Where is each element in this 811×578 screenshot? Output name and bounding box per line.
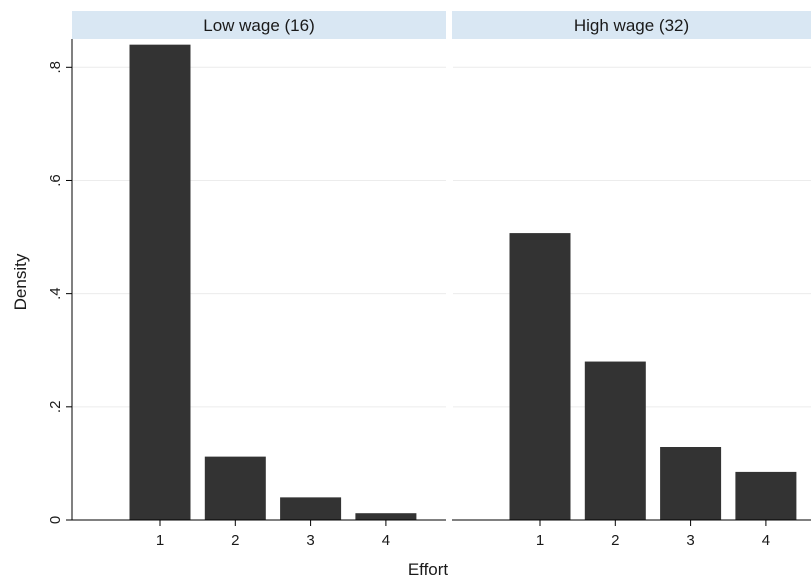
- bar-panel1-4: [355, 513, 417, 520]
- x-tick-label-1-4: 4: [382, 532, 390, 549]
- bar-panel1-2: [204, 456, 266, 520]
- x-tick-label-2-4: 4: [762, 532, 770, 549]
- x-tick-label-2-3: 3: [686, 532, 694, 549]
- y-tick-label-1: .2: [47, 401, 64, 414]
- y-axis-title: Density: [11, 253, 30, 310]
- x-axis-title: Effort: [408, 560, 449, 578]
- panel-title-2: High wage (32): [574, 16, 689, 35]
- panel-title-strip-2: [452, 11, 811, 39]
- y-tick-label-0: 0: [47, 516, 64, 524]
- x-tick-label-1-1: 1: [156, 532, 164, 549]
- bar-panel2-1: [509, 233, 571, 520]
- bar-panel2-2: [584, 361, 646, 520]
- panel-title-strip-1: [72, 11, 446, 39]
- y-tick-label-2: .4: [47, 287, 64, 300]
- x-tick-label-1-2: 2: [231, 532, 239, 549]
- bar-panel2-4: [735, 471, 797, 520]
- bar-panel1-3: [280, 497, 342, 520]
- y-tick-label-4: .8: [47, 61, 64, 74]
- y-tick-label-3: .6: [47, 174, 64, 187]
- x-tick-label-1-3: 3: [306, 532, 314, 549]
- bar-panel1-1: [129, 44, 191, 521]
- panel-title-1: Low wage (16): [203, 16, 315, 35]
- x-tick-label-2-2: 2: [611, 532, 619, 549]
- x-tick-label-2-1: 1: [536, 532, 544, 549]
- bar-panel2-3: [660, 447, 722, 520]
